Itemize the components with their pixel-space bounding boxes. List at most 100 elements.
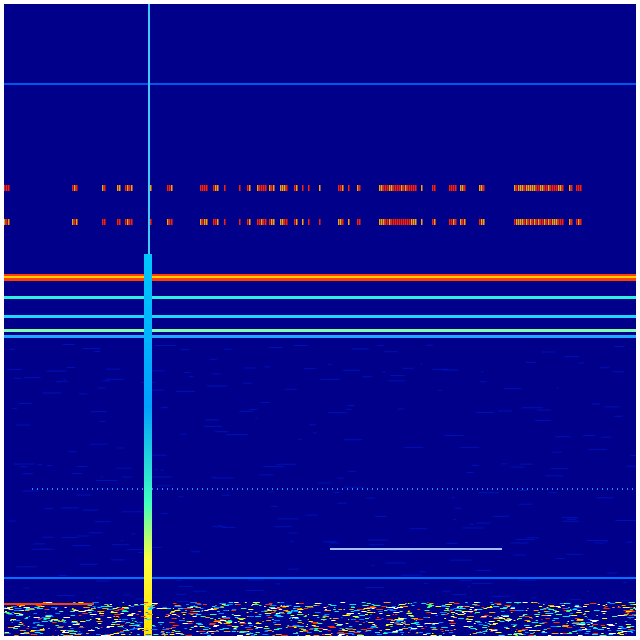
noise-mark [374,625,377,626]
noise-mark [551,633,559,634]
noise-mark [458,618,464,619]
noise-mark [97,619,101,620]
noise-mark [118,617,120,618]
pulse-mark [357,185,359,191]
noise-mark [49,621,53,622]
pulse-mark [171,185,173,191]
noise-mark [248,609,254,610]
noise-mark [190,602,198,603]
noise-mark [627,617,634,618]
noise-mark [474,613,476,614]
haze-mark [501,463,508,465]
noise-mark [107,605,110,606]
haze-mark [19,466,28,468]
noise-mark [319,631,322,632]
pulse-mark [536,185,538,191]
noise-mark [214,620,221,621]
noise-mark [631,614,636,615]
haze-mark [176,390,196,392]
noise-mark [45,602,53,603]
noise-mark [35,622,40,623]
noise-mark [331,620,336,621]
noise-mark [184,628,188,629]
noise-mark [509,619,513,620]
noise-mark [239,623,247,624]
haze-mark [390,374,398,376]
noise-mark [399,624,403,625]
noise-mark [472,604,476,605]
noise-mark [352,616,359,617]
pulse-mark [224,185,226,191]
noise-mark [601,633,604,634]
noise-mark [452,635,456,636]
haze-mark [385,562,407,564]
noise-mark [456,607,459,608]
noise-mark [550,606,555,607]
noise-mark [352,629,357,630]
pulse-mark [76,185,78,191]
noise-mark [286,626,293,627]
noise-mark [481,616,487,617]
noise-mark [564,608,569,609]
noise-mark [519,616,523,617]
noise-mark [326,606,329,607]
noise-mark [577,606,581,607]
noise-mark [386,619,393,620]
noise-mark [520,634,524,635]
noise-mark [245,631,248,632]
noise-mark [31,630,36,631]
noise-mark [524,629,527,630]
noise-mark [375,619,382,620]
pulse-mark [421,185,423,191]
noise-mark [415,633,419,634]
pulse-mark [560,185,562,191]
noise-mark [213,609,217,610]
noise-mark [180,634,185,635]
noise-mark [37,606,41,607]
noise-mark [72,624,80,625]
haze-mark [117,447,125,449]
pulse-mark [571,185,573,191]
noise-mark [264,626,269,627]
noise-mark [562,616,570,617]
noise-mark [304,615,308,616]
dot-mark [132,488,133,490]
noise-mark [313,605,319,606]
noise-mark [106,627,110,628]
noise-mark [246,616,249,617]
haze-mark [510,542,529,544]
noise-mark [117,626,123,627]
pulse-mark [518,219,520,225]
noise-mark [174,631,177,632]
noise-mark [133,605,140,606]
noise-mark [419,632,423,633]
noise-mark [119,607,121,608]
noise-mark [584,611,590,612]
pulse-mark [520,219,522,225]
noise-mark [563,610,567,611]
noise-mark [409,630,411,631]
noise-mark [571,623,579,624]
haze-mark [76,494,92,496]
haze-mark [13,463,35,465]
haze-mark [471,464,479,466]
noise-mark [145,612,149,613]
noise-mark [482,631,488,632]
pulse-mark [451,219,453,225]
dot-mark [347,488,348,490]
haze-mark [146,454,167,456]
haze-mark [383,351,398,353]
dotted-line [32,488,633,490]
noise-mark [590,623,593,624]
noise-mark [297,635,299,636]
dot-mark [442,488,443,490]
noise-mark [295,608,301,609]
noise-mark [214,607,221,608]
dot-mark [592,488,593,490]
noise-mark [192,611,196,612]
noise-mark [485,630,487,631]
dot-mark [557,488,558,490]
noise-mark [535,625,542,626]
haze-mark [476,522,491,524]
noise-mark [195,603,201,604]
